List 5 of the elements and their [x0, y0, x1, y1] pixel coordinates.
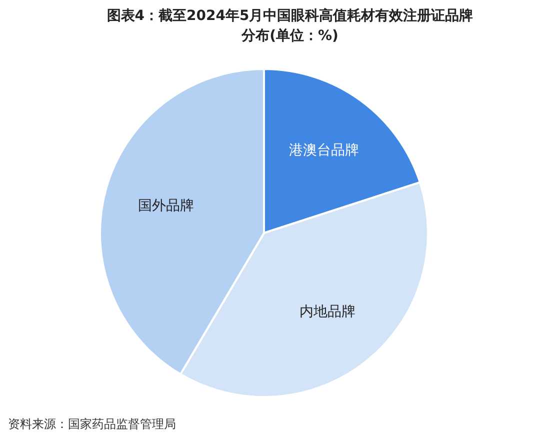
slice-label: 内地品牌 [300, 304, 356, 320]
slice-label: 国外品牌 [138, 198, 194, 214]
slice-label: 港澳台品牌 [288, 142, 359, 158]
chart-title: 图表4：截至2024年5月中国眼科高值耗材有效注册证品牌分布(单位：%) [106, 6, 474, 46]
text: 资料来源：国家药品监督管理局 [8, 416, 176, 433]
